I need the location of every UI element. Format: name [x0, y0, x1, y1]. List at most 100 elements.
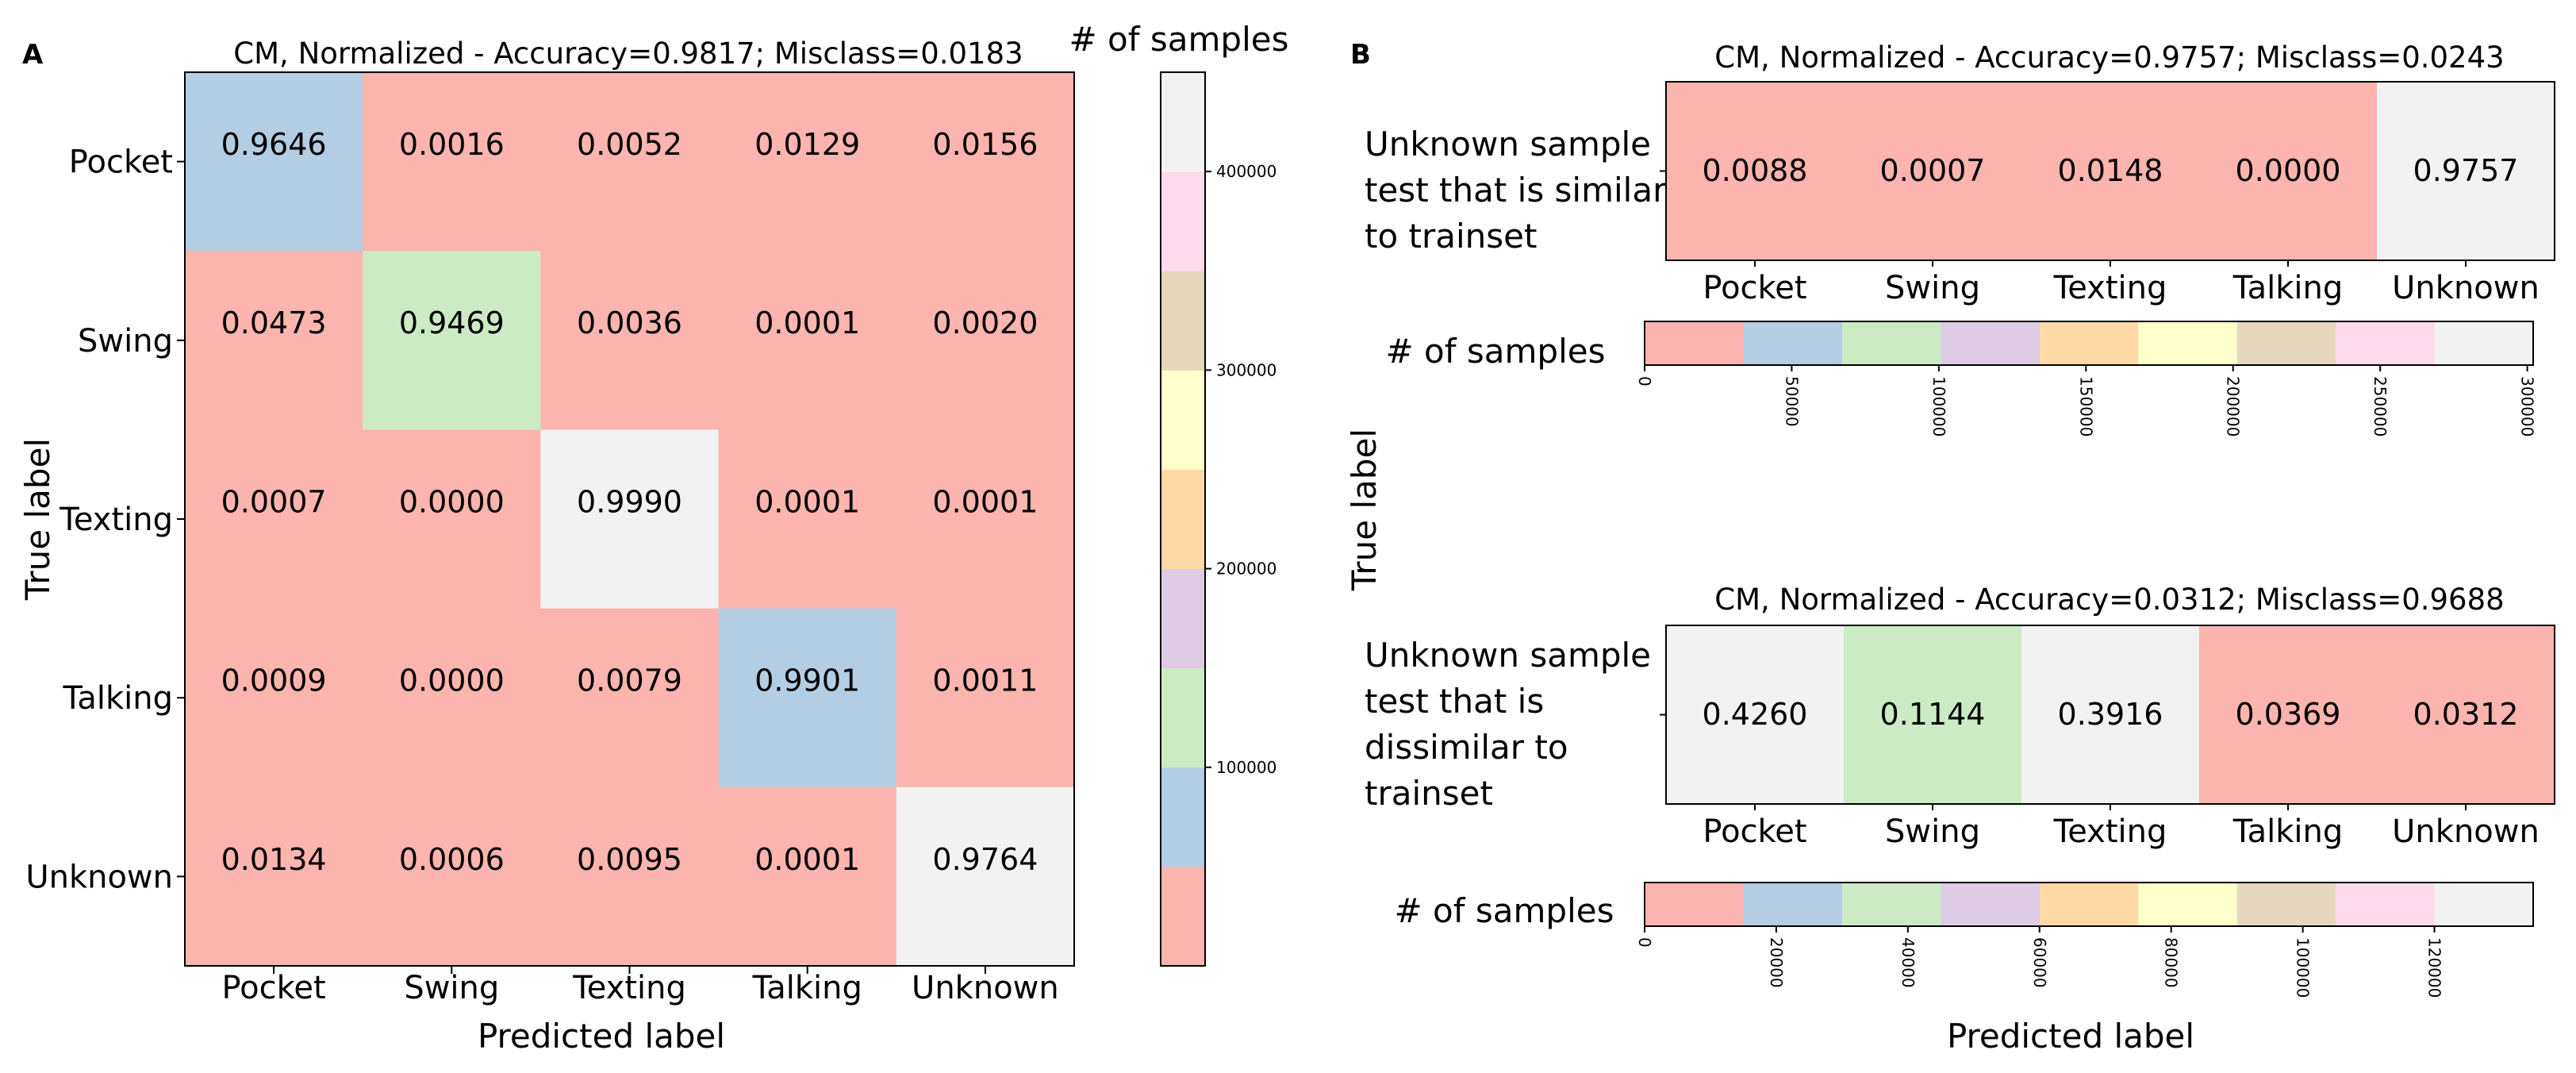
cell-talking: [2199, 82, 2378, 260]
panel-b-ylabel: True label: [1345, 429, 1384, 591]
cell-swing: [1844, 625, 2022, 804]
colorbar-tick-label: 300000: [2518, 376, 2537, 437]
panel-a-title: CM, Normalized - Accuracy=0.9817; Miscla…: [233, 37, 1023, 71]
cell-value: 0.9990: [577, 484, 682, 519]
colorbar-segment: [1161, 469, 1205, 570]
row-label-line: trainset: [1365, 774, 1493, 813]
colorbar-segment: [1645, 883, 1744, 926]
x-tick-label: Swing: [404, 970, 499, 1006]
panel-b-xlabel: Predicted label: [1947, 1017, 2194, 1056]
colorbar-segment: [2039, 321, 2139, 365]
cell-unknown-unknown: [896, 786, 1075, 967]
panel-a-x-ticks: Pocket Swing Texting Talking Unknown: [221, 966, 1059, 1006]
colorbar-segment: [1743, 883, 1843, 926]
cell-talking-pocket: [185, 608, 363, 788]
cell-value: 0.0011: [932, 663, 1038, 698]
cell-unknown: [2377, 625, 2555, 804]
colorbar-segment: [1161, 370, 1205, 470]
colorbar-tick-label: 20000: [1767, 937, 1786, 988]
cell-value: 0.0473: [221, 306, 327, 340]
cell-talking-unknown: [896, 608, 1075, 788]
colorbar-segment: [1941, 321, 2040, 365]
cell-texting-talking: [718, 429, 897, 610]
cell-value: 0.0000: [399, 484, 505, 519]
cell-swing-texting: [540, 251, 720, 430]
colorbar-segment: [1941, 883, 2040, 926]
x-tick-label: Pocket: [1703, 813, 1806, 850]
cell-swing-talking: [718, 251, 897, 430]
colorbar-tick-label: 50000: [1782, 376, 1801, 427]
cell-value: 0.0007: [221, 484, 327, 519]
colorbar-segment: [2336, 883, 2436, 926]
colorbar-tick-label: 150000: [2076, 376, 2095, 437]
cell-value: 0.9764: [932, 842, 1038, 877]
panel-a-y-ticks: Pocket Swing Texting Talking Unknown: [25, 144, 185, 895]
panel-b-top-x-ticks: Pocket Swing Texting Talking Unknown: [1703, 260, 2540, 306]
row-label-line: Unknown sample: [1365, 636, 1651, 675]
colorbar-tick-label: 200000: [1216, 560, 1276, 579]
colorbar-tick-label: 0: [1635, 937, 1654, 948]
cell-value: 0.9646: [221, 127, 327, 162]
colorbar-tick-label: 40000: [1898, 937, 1918, 988]
row-label-line: Unknown sample: [1365, 125, 1651, 163]
cell-value: 0.0016: [399, 127, 505, 162]
panel-b-bottom-chart: CM, Normalized - Accuracy=0.0312; Miscla…: [1365, 583, 2555, 998]
row-label-line: test that is similar: [1365, 171, 1667, 210]
cell-value: 0.0020: [932, 306, 1038, 340]
cell-unknown-talking: [718, 786, 897, 967]
y-tick-label: Unknown: [25, 859, 173, 895]
panel-b-bottom-colorbar-title: # of samples: [1395, 891, 1614, 930]
panel-b-letter: B: [1350, 39, 1371, 71]
x-tick-label: Texting: [2053, 813, 2167, 850]
cell-value: 0.4260: [1703, 697, 1808, 732]
colorbar-tick-label: 300000: [1216, 360, 1276, 379]
panel-a-ylabel: True label: [18, 438, 57, 601]
panel-b-bottom-colorbar-ticks: 0 20000 40000 60000 80000 100000 120000: [1635, 926, 2444, 998]
cell-swing-swing: [363, 251, 541, 430]
colorbar-segment: [1161, 866, 1205, 967]
colorbar-tick-label: 100000: [1929, 376, 1948, 437]
x-tick-label: Swing: [1885, 270, 1980, 306]
x-tick-label: Talking: [2232, 270, 2343, 306]
panel-b-top-colorbar-frame: [1644, 321, 2534, 366]
cell-value: 0.0001: [932, 484, 1038, 519]
cell-value: 0.0001: [754, 842, 860, 877]
colorbar-segment: [2236, 321, 2336, 365]
row-label-line: to trainset: [1365, 217, 1537, 256]
cell-value: 0.0052: [577, 127, 682, 162]
cell-value: 0.9469: [399, 306, 505, 340]
panel-a-letter: A: [22, 39, 44, 71]
panel-a-xlabel: Predicted label: [478, 1017, 725, 1056]
cell-texting-swing: [363, 429, 541, 610]
colorbar-tick-label: 80000: [2162, 937, 2181, 988]
panel-b-bottom-title: CM, Normalized - Accuracy=0.0312; Miscla…: [1714, 583, 2504, 617]
row-label-line: test that is: [1365, 682, 1544, 721]
x-tick-label: Texting: [572, 970, 686, 1006]
cell-texting-unknown: [896, 429, 1075, 610]
cell-pocket: [1666, 625, 1845, 804]
panel-b-bottom-row-label: Unknown sample test that is dissimilar to t…: [1365, 636, 1651, 813]
panel-a-colorbar: [1161, 72, 1205, 967]
panel-a-colorbar-ticks: 100000 200000 300000 400000: [1205, 162, 1276, 777]
panel-b-top-chart: CM, Normalized - Accuracy=0.9757; Miscla…: [1365, 40, 2555, 437]
panel-b-top-row-label: Unknown sample test that is similar to tra…: [1365, 125, 1667, 256]
cell-pocket: [1666, 82, 1845, 260]
cell-pocket-talking: [718, 72, 897, 252]
cell-texting: [2021, 625, 2200, 804]
colorbar-segment: [1161, 667, 1205, 768]
cell-value: 0.3916: [2058, 697, 2163, 732]
cell-value: 0.0148: [2058, 153, 2163, 188]
colorbar-tick-label: 0: [1635, 376, 1654, 387]
colorbar-tick-label: 120000: [2425, 937, 2444, 998]
x-tick-label: Pocket: [221, 970, 325, 1006]
cell-pocket-texting: [540, 72, 720, 252]
cell-value: 0.0312: [2413, 697, 2519, 732]
cell-talking-talking: [718, 608, 897, 788]
cell-value: 0.0000: [2236, 153, 2341, 188]
panel-b: B True label Predicted label CM, Normali…: [1345, 39, 2555, 1056]
colorbar-segment: [1161, 767, 1205, 867]
colorbar-segment: [1161, 568, 1205, 669]
colorbar-segment: [2236, 883, 2336, 926]
cell-texting-pocket: [185, 429, 363, 610]
